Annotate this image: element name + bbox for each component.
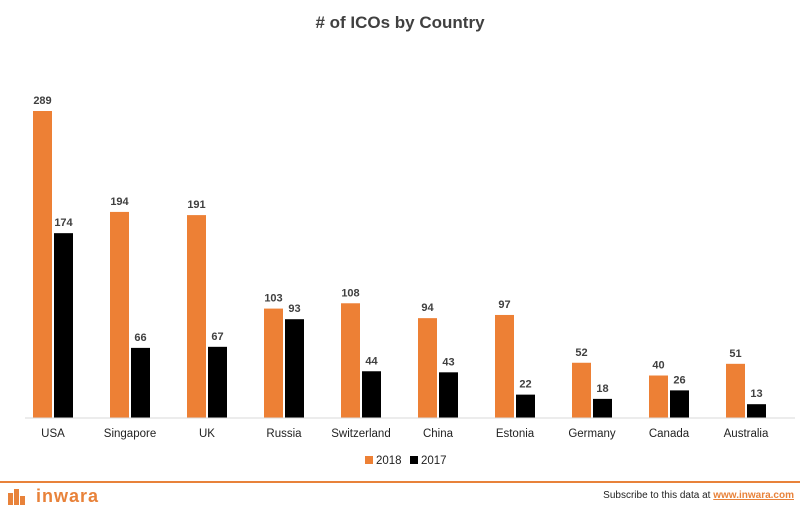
bar-2017-uk [208,346,227,418]
subscribe-text: Subscribe to this data at [603,490,711,501]
data-label-2017-singapore: 66 [134,332,146,344]
category-label-germany: Germany [568,428,616,440]
bar-2018-singapore [110,211,129,418]
category-label-singapore: Singapore [104,428,156,440]
bar-2017-estonia [516,394,535,418]
category-label-china: China [423,428,454,440]
data-label-2017-uk: 67 [211,331,223,343]
data-label-2018-china: 94 [421,302,434,314]
category-label-australia: Australia [724,428,769,440]
category-label-russia: Russia [266,428,302,440]
data-label-2018-usa: 289 [33,95,51,107]
data-label-2017-australia: 13 [750,388,762,400]
bar-2017-china [439,372,458,418]
bar-2018-russia [264,308,283,418]
bar-2018-china [418,318,437,418]
data-label-2018-singapore: 194 [110,196,129,208]
bar-2018-estonia [495,314,514,418]
bar-2018-switzerland [341,303,360,418]
bar-2018-canada [649,375,668,418]
bar-2017-australia [747,404,766,418]
legend-label-2017: 2017 [421,455,447,467]
data-label-2017-germany: 18 [596,383,608,395]
brand-mark-icon [8,488,30,505]
legend: 2018 2017 [365,455,447,467]
data-label-2018-uk: 191 [187,199,205,211]
legend-label-2018: 2018 [376,455,402,467]
data-label-2018-canada: 40 [652,360,664,372]
data-label-2018-germany: 52 [575,347,587,359]
data-label-2017-estonia: 22 [519,379,531,391]
bar-2018-usa [33,111,52,418]
bar-2017-germany [593,398,612,418]
bar-2018-australia [726,363,745,418]
data-label-2018-australia: 51 [729,348,741,360]
bar-2017-usa [54,233,73,418]
data-label-2018-russia: 103 [264,293,282,305]
bar-2018-germany [572,362,591,418]
data-label-2018-switzerland: 108 [341,287,359,299]
category-label-uk: UK [199,428,215,440]
category-label-canada: Canada [649,428,690,440]
subscribe-note: Subscribe to this data at www.inwara.com [603,490,794,501]
data-label-2017-canada: 26 [673,374,685,386]
category-label-estonia: Estonia [496,428,535,440]
brand-name: inwara [36,486,100,506]
legend-swatch-2018 [365,456,373,464]
category-label-switzerland: Switzerland [331,428,390,440]
bar-2018-uk [187,215,206,418]
bar-2017-singapore [131,347,150,418]
subscribe-link[interactable]: www.inwara.com [713,490,794,501]
footer-divider [0,481,800,483]
bar-2017-russia [285,319,304,418]
data-label-2017-usa: 174 [54,217,73,229]
data-label-2017-russia: 93 [288,303,300,315]
brand-logo: inwara [8,486,99,507]
category-label-usa: USA [41,428,65,440]
bar-2017-canada [670,390,689,418]
bar-chart: # of ICOs by Country 289 174 USA 194 66 Singa… [25,13,795,467]
legend-swatch-2017 [410,456,418,464]
data-label-2018-estonia: 97 [498,299,510,311]
bar-2017-switzerland [362,371,381,418]
chart-title: # of ICOs by Country [315,13,485,32]
data-label-2017-china: 43 [442,356,454,368]
bars-group: 289 174 USA 194 66 Singapore 191 67 UK 103 93 Russi… [33,95,769,440]
data-label-2017-switzerland: 44 [365,355,378,367]
